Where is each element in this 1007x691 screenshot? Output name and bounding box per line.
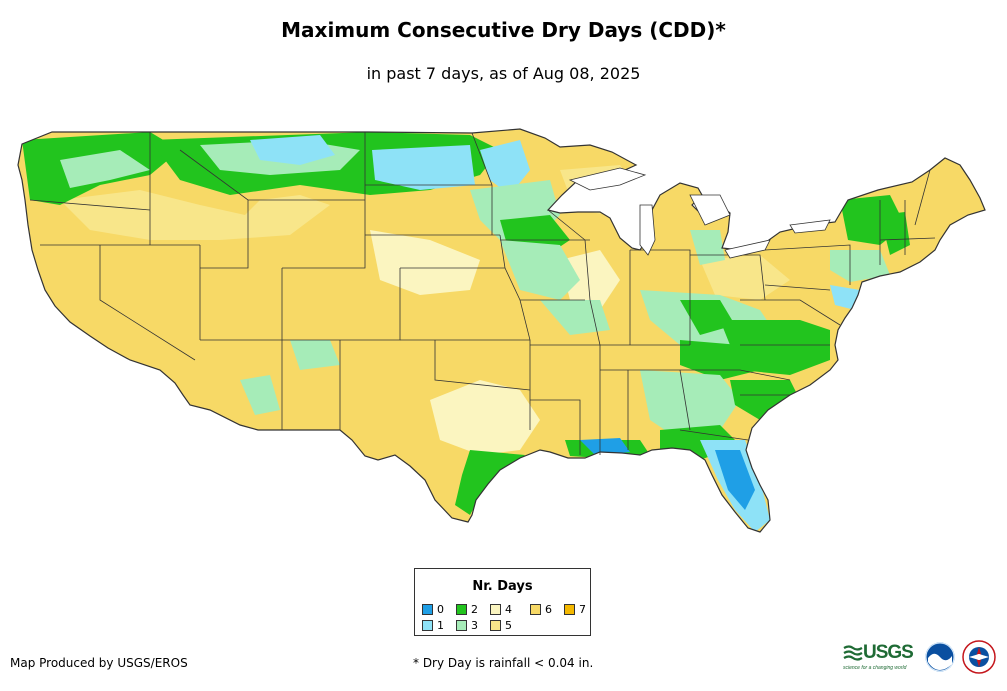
legend-label-2: 2 (471, 603, 478, 616)
noaa-logo-icon[interactable] (925, 642, 955, 672)
border-ny-pa (764, 244, 851, 285)
zone-4-central-plains (370, 230, 480, 295)
legend-title: Nr. Days (472, 579, 533, 594)
legend-items: 0 1 2 3 4 5 6 7 (422, 603, 592, 635)
legend-swatch-5 (490, 620, 501, 631)
border-wv-va (740, 299, 841, 326)
legend-label-6: 6 (545, 603, 552, 616)
border-pa-md (764, 284, 831, 291)
nws-logo-icon[interactable] (962, 640, 996, 674)
zone-3-new-mexico (290, 340, 340, 370)
zone-5-pacific-nw (60, 190, 330, 240)
zone-1-north-dakota (372, 145, 475, 190)
zone-3-michigan (690, 230, 725, 265)
zone-1-chesapeake (830, 285, 860, 310)
usgs-logo[interactable]: USGS science for a changing world (843, 642, 919, 671)
lake-superior (568, 167, 647, 191)
border-ar-la (530, 399, 581, 455)
border-il-ms (584, 239, 601, 455)
border-nh-me (914, 169, 931, 226)
border-ca-nv (99, 245, 196, 361)
legend-swatch-3 (456, 620, 467, 631)
border-id-ut-wy (200, 200, 249, 269)
border-ga-fl (679, 429, 749, 441)
dry-day-note: * Dry Day is rainfall < 0.04 in. (413, 656, 594, 670)
zone-3-iowa-missouri (500, 240, 580, 300)
zone-2-south-carolina (730, 380, 800, 420)
legend-label-4: 4 (505, 603, 512, 616)
border-nd-mn (471, 132, 493, 235)
legend-swatch-2 (456, 604, 467, 615)
great-lakes (568, 167, 831, 259)
state-boundaries (29, 132, 936, 455)
border-mt-wy (179, 149, 365, 201)
border-al-ga (679, 369, 691, 431)
zone-3-arizona (240, 375, 280, 415)
legend-label-7: 7 (579, 603, 586, 616)
lake-ontario (789, 219, 831, 234)
border-tn-south (600, 369, 791, 381)
legend-swatch-0 (422, 604, 433, 615)
zone-2-kentucky (680, 300, 735, 335)
zone-2-vermont (880, 212, 910, 255)
border-ok-tx (434, 340, 531, 391)
border-wa-or (29, 199, 151, 211)
zone-4-illinois (560, 250, 620, 310)
map-title: Maximum Consecutive Dry Days (CDD)* (281, 18, 726, 42)
legend-swatch-7 (564, 604, 575, 615)
zone-3-washington (60, 150, 150, 188)
lake-michigan (639, 204, 656, 256)
legend-label-0: 0 (437, 603, 444, 616)
border-mn-wi (547, 209, 586, 241)
map-subtitle: in past 7 days, as of Aug 08, 2025 (366, 64, 641, 83)
zone-1-montana (250, 135, 335, 165)
zone-0-florida (715, 450, 755, 510)
legend-swatch-1 (422, 620, 433, 631)
legend-swatch-6 (530, 604, 541, 615)
us-dry-days-map (17, 128, 986, 533)
legend-label-3: 3 (471, 619, 478, 632)
zone-1-minnesota (480, 140, 530, 195)
zone-0-louisiana-coast (580, 438, 630, 455)
zone-3-alabama-georgia (640, 370, 740, 440)
map-credit: Map Produced by USGS/EROS (10, 656, 188, 670)
border-oh-pa (690, 254, 766, 301)
legend-label-5: 5 (505, 619, 512, 632)
lake-erie (724, 239, 771, 259)
legend-label-1: 1 (437, 619, 444, 632)
legend-swatch-4 (490, 604, 501, 615)
zone-4-central-texas (430, 380, 540, 455)
lake-huron (689, 194, 731, 226)
legend: Nr. Days 0 1 2 3 4 5 6 7 (414, 568, 591, 636)
zone-3-missouri (540, 300, 610, 335)
usgs-logo-text: USGS (863, 642, 914, 663)
border-ma (879, 237, 936, 241)
usgs-logo-tagline: science for a changing world (843, 665, 907, 671)
zone-5-ohio (700, 255, 790, 300)
zone-3-pennsylvania (830, 250, 890, 282)
usgs-wave-icon (843, 645, 863, 661)
border-wy-dakotas (282, 132, 366, 269)
